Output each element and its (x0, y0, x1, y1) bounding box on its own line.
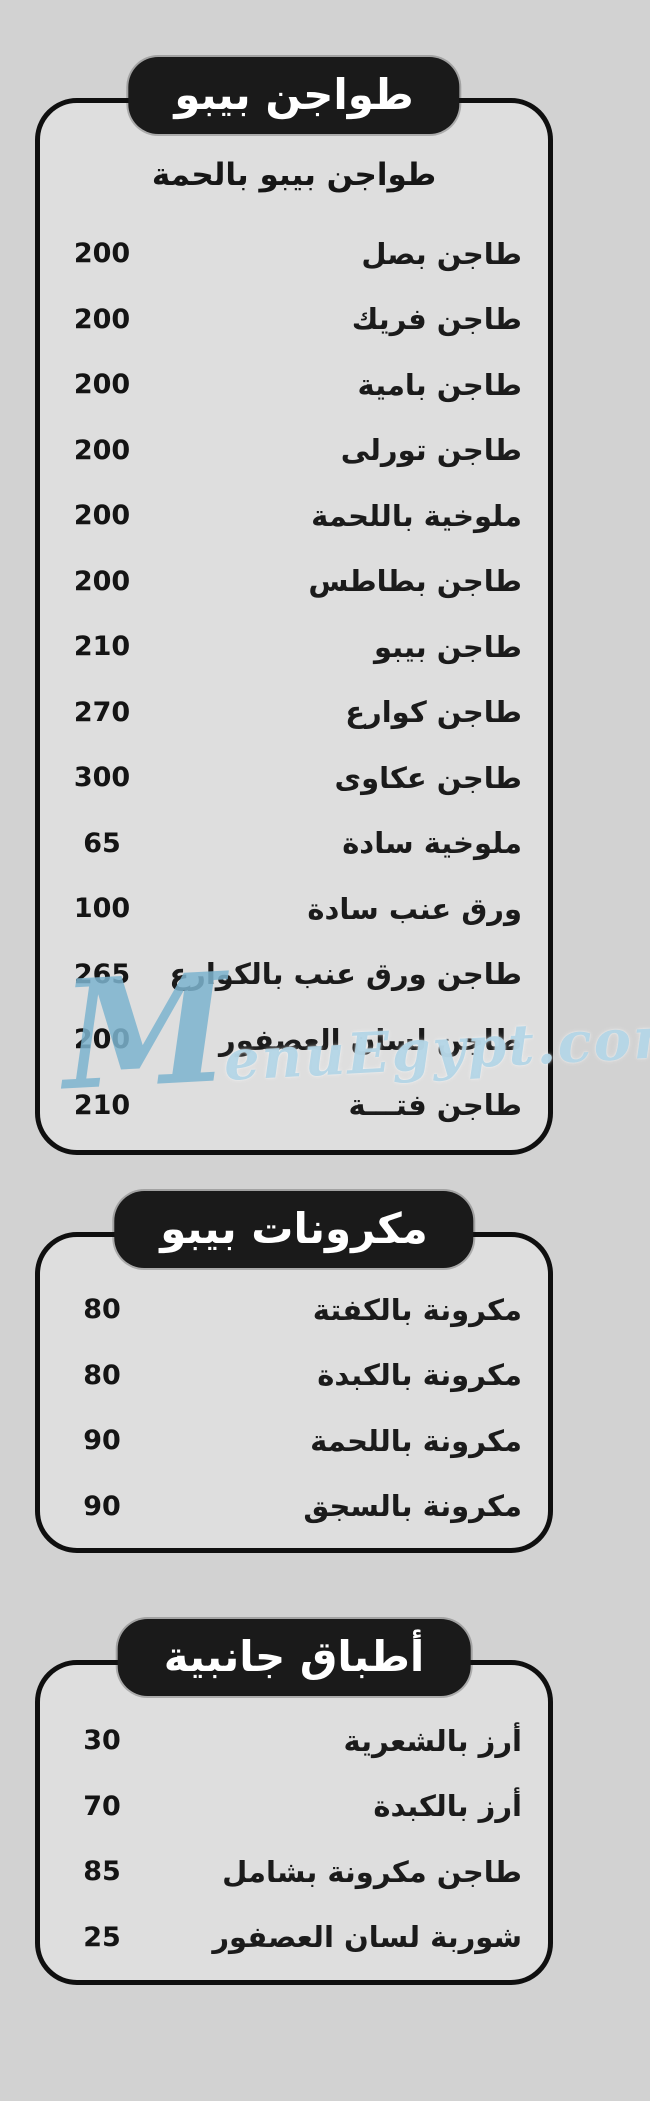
item-name: مكرونة بالكفتة (312, 1292, 522, 1327)
item-price: 200 (73, 434, 131, 466)
item-price: 210 (73, 1089, 131, 1121)
item-name: طاجن تورلى (340, 433, 522, 468)
menu-item-row: مكرونة بالسجق 90 (40, 1474, 548, 1540)
item-name: طاجن لسان العصفور (219, 1022, 522, 1057)
section-sides-header-pill: أطباق جانبية (117, 1619, 471, 1696)
section-sides-items-list: أرز بالشعرية 30 أرز بالكبدة 70 طاجن مكرونة ب… (40, 1708, 548, 1970)
section-tagines: طواجن بيبو طواجن بيبو بالحمة طاجن بصل 200… (35, 57, 553, 1155)
menu-item-row: طاجن فتـــة 210 (40, 1073, 548, 1139)
menu-item-row: طاجن ورق عنب بالكوارع 265 (40, 942, 548, 1008)
menu-item-row: طاجن كوارع 270 (40, 680, 548, 746)
item-price: 200 (73, 303, 131, 335)
item-price: 80 (83, 1294, 121, 1326)
item-price: 270 (73, 696, 131, 728)
item-price: 90 (83, 1425, 121, 1457)
menu-item-row: مكرونة بالكبدة 80 (40, 1343, 548, 1409)
section-sides: أطباق جانبية أرز بالشعرية 30 أرز بالكبدة 70… (35, 1619, 553, 1985)
item-name: طاجن عكاوى (334, 760, 522, 795)
menu-item-row: طاجن فريك 200 (40, 287, 548, 353)
menu-item-row: مكرونة باللحمة 90 (40, 1408, 548, 1474)
item-price: 30 (83, 1725, 121, 1757)
menu-item-row: طاجن لسان العصفور 200 (40, 1007, 548, 1073)
item-name: طاجن فريك (351, 302, 522, 337)
item-name: مكرونة بالسجق (303, 1489, 522, 1524)
menu-item-row: طاجن بطاطس 200 (40, 549, 548, 615)
section-tagines-header-pill: طواجن بيبو (128, 57, 460, 134)
menu-item-row: ورق عنب سادة 100 (40, 876, 548, 942)
item-name: طاجن بيبو (373, 629, 522, 664)
item-price: 90 (83, 1490, 121, 1522)
item-name: ملوخية باللحمة (311, 498, 522, 533)
menu-item-row: ملوخية باللحمة 200 (40, 483, 548, 549)
section-title: طواجن بيبو (174, 70, 414, 119)
section-tagines-items-list: طاجن بصل 200 طاجن فريك 200 طاجن بامية 200 طاجن… (40, 221, 548, 1138)
item-price: 200 (73, 1024, 131, 1056)
item-name: أرز بالشعرية (343, 1723, 523, 1758)
item-name: مكرونة باللحمة (310, 1423, 522, 1458)
menu-item-row: طاجن بيبو 210 (40, 614, 548, 680)
item-name: طاجن فتـــة (348, 1088, 522, 1123)
item-name: طاجن بامية (357, 367, 522, 402)
item-name: طاجن كوارع (345, 695, 522, 730)
item-name: طاجن بصل (361, 236, 522, 271)
menu-item-row: طاجن مكرونة بشامل 85 (40, 1839, 548, 1905)
item-price: 200 (73, 500, 131, 532)
menu-item-row: طاجن بصل 200 (40, 221, 548, 287)
menu-item-row: طاجن تورلى 200 (40, 418, 548, 484)
item-name: طاجن مكرونة بشامل (222, 1854, 522, 1889)
item-price: 25 (83, 1921, 121, 1953)
item-name: طاجن بطاطس (308, 564, 522, 599)
item-price: 70 (83, 1790, 121, 1822)
menu-item-row: مكرونة بالكفتة 80 (40, 1277, 548, 1343)
menu-item-row: طاجن بامية 200 (40, 352, 548, 418)
item-price: 80 (83, 1359, 121, 1391)
menu-item-row: طاجن عكاوى 300 (40, 745, 548, 811)
section-title: مكرونات بيبو (160, 1204, 428, 1253)
item-price: 200 (73, 238, 131, 270)
section-tagines-subtitle: طواجن بيبو بالحمة (151, 157, 437, 193)
item-price: 200 (73, 565, 131, 597)
item-name: ملوخية سادة (342, 826, 522, 861)
item-price: 210 (73, 631, 131, 663)
menu-item-row: أرز بالكبدة 70 (40, 1774, 548, 1840)
menu-item-row: أرز بالشعرية 30 (40, 1708, 548, 1774)
section-pastas-header-pill: مكرونات بيبو (114, 1191, 474, 1268)
menu-item-row: ملوخية سادة 65 (40, 811, 548, 877)
section-pastas: مكرونات بيبو مكرونة بالكفتة 80 مكرونة بالك… (35, 1191, 553, 1553)
item-price: 300 (73, 762, 131, 794)
item-price: 100 (73, 893, 131, 925)
item-name: شوربة لسان العصفور (212, 1920, 522, 1955)
item-price: 200 (73, 369, 131, 401)
item-name: ورق عنب سادة (307, 891, 522, 926)
section-title: أطباق جانبية (163, 1632, 425, 1681)
item-name: طاجن ورق عنب بالكوارع (169, 957, 522, 992)
menu-item-row: شوربة لسان العصفور 25 (40, 1905, 548, 1971)
item-name: مكرونة بالكبدة (317, 1358, 522, 1393)
item-price: 65 (83, 827, 121, 859)
section-pastas-items-list: مكرونة بالكفتة 80 مكرونة بالكبدة 80 مكرونة ب… (40, 1277, 548, 1539)
item-price: 265 (73, 958, 131, 990)
item-price: 85 (83, 1856, 121, 1888)
item-name: أرز بالكبدة (373, 1789, 522, 1824)
